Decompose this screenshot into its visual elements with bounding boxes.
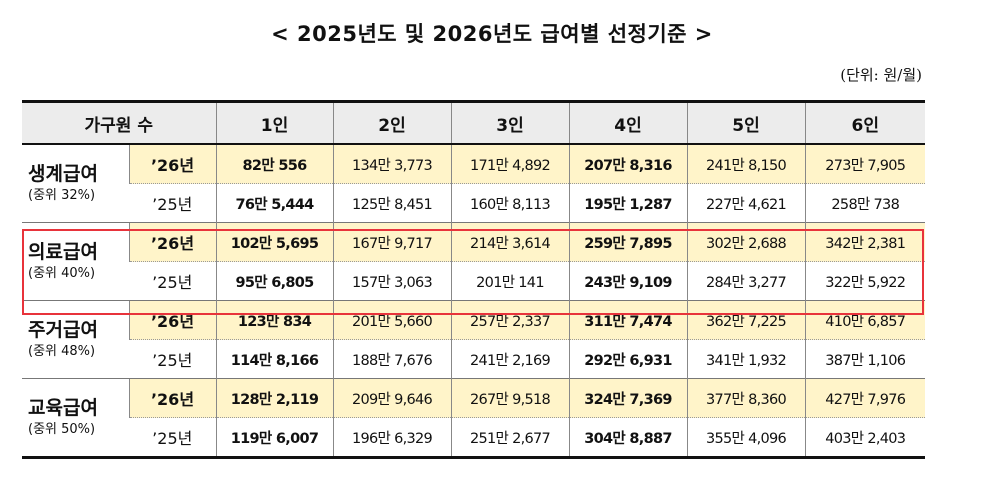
category-median: (중위 48%) [28, 344, 96, 359]
year-label: ’26년 [128, 144, 217, 184]
table-row: 의료급여 (중위 40%) ’26년 102만 5,695 167만 9,717… [22, 222, 926, 301]
value-cell: 292만 6,931 [568, 339, 688, 379]
value-cell: 123만 834 [215, 300, 334, 340]
value-cell: 167만 9,717 [332, 222, 452, 262]
value-cell: 196만 6,329 [332, 417, 452, 458]
value-cell: 82만 556 [215, 144, 334, 184]
year-label: ’25년 [129, 417, 217, 458]
value-cell: 243만 9,109 [568, 261, 688, 301]
value-cell: 201만 5,660 [332, 300, 452, 340]
value-cell: 341만 1,932 [686, 339, 806, 379]
value-cell: 259만 7,895 [568, 222, 688, 262]
category-cell: 주거급여 (중위 48%) [22, 300, 129, 379]
table-row: ’25년 114만 8,166 188만 7,676 241만 2,169 29… [22, 339, 926, 379]
year-label: ’25년 [129, 183, 217, 223]
header-3-person: 3인 [450, 101, 570, 145]
value-cell: 114만 8,166 [215, 339, 334, 379]
category-cell: 교육급여 (중위 50%) [22, 378, 129, 458]
table-row: 생계급여 (중위 32%) ’26년 82만 556 134만 3,773 17… [22, 144, 926, 203]
category-name: 생계급여 [28, 163, 98, 185]
value-cell: 251만 2,677 [450, 417, 570, 458]
category-cell: 의료급여 (중위 40%) [22, 222, 129, 301]
year-label: ’25년 [129, 261, 217, 301]
value-cell: 387만 1,106 [804, 339, 926, 379]
unit-note: (단위: 원/월) [840, 66, 922, 84]
value-cell: 342만 2,381 [804, 222, 926, 262]
value-cell: 119만 6,007 [215, 417, 334, 458]
header-4-person: 4인 [568, 101, 688, 145]
value-cell: 125만 8,451 [332, 183, 452, 223]
value-cell: 284만 3,277 [686, 261, 806, 301]
year-label: ’26년 [128, 378, 217, 418]
header-5-person: 5인 [686, 101, 806, 145]
category-name: 주거급여 [28, 319, 98, 341]
value-cell: 207만 8,316 [568, 144, 688, 184]
value-cell: 427만 7,976 [804, 378, 926, 418]
value-cell: 355만 4,096 [686, 417, 806, 458]
year-label: ’26년 [128, 222, 217, 262]
table-row: 교육급여 (중위 50%) ’26년 128만 2,119 209만 9,646… [22, 378, 926, 458]
value-cell: 128만 2,119 [215, 378, 334, 418]
header-6-person: 6인 [804, 101, 926, 145]
category-name: 의료급여 [28, 241, 98, 263]
header-2-person: 2인 [332, 101, 452, 145]
value-cell: 102만 5,695 [215, 222, 334, 262]
value-cell: 257만 2,337 [450, 300, 570, 340]
value-cell: 134만 3,773 [332, 144, 452, 184]
value-cell: 241만 8,150 [686, 144, 806, 184]
header-1-person: 1인 [215, 101, 334, 145]
table-row: ’25년 95만 6,805 157만 3,063 201만 141 243만 … [22, 261, 926, 301]
header-row: 가구원 수 1인 2인 3인 4인 5인 6인 [22, 101, 926, 145]
category-median: (중위 32%) [28, 188, 96, 203]
value-cell: 171만 4,892 [450, 144, 570, 184]
value-cell: 377만 8,360 [686, 378, 806, 418]
value-cell: 322만 5,922 [804, 261, 926, 301]
year-label: ’25년 [129, 339, 217, 379]
category-name: 교육급여 [28, 397, 98, 419]
category-median: (중위 50%) [28, 422, 96, 437]
value-cell: 311만 7,474 [568, 300, 688, 340]
value-cell: 324만 7,369 [568, 378, 688, 418]
value-cell: 227만 4,621 [686, 183, 806, 223]
category-median: (중위 40%) [28, 266, 96, 281]
table-row: ’25년 119만 6,007 196만 6,329 251만 2,677 30… [22, 417, 926, 458]
value-cell: 157만 3,063 [332, 261, 452, 301]
value-cell: 188만 7,676 [332, 339, 452, 379]
value-cell: 214만 3,614 [450, 222, 570, 262]
criteria-table: 가구원 수 1인 2인 3인 4인 5인 6인 생계급여 (중위 32%) ’2… [22, 100, 926, 459]
value-cell: 362만 7,225 [686, 300, 806, 340]
year-label: ’26년 [128, 300, 217, 340]
value-cell: 209만 9,646 [332, 378, 452, 418]
value-cell: 76만 5,444 [215, 183, 334, 223]
value-cell: 403만 2,403 [804, 417, 926, 458]
page-title: < 2025년도 및 2026년도 급여별 선정기준 > [271, 22, 713, 46]
value-cell: 258만 738 [804, 183, 926, 223]
value-cell: 160만 8,113 [450, 183, 570, 223]
value-cell: 410만 6,857 [804, 300, 926, 340]
table-row: ’25년 76만 5,444 125만 8,451 160만 8,113 195… [22, 183, 926, 223]
value-cell: 267만 9,518 [450, 378, 570, 418]
header-household-size: 가구원 수 [22, 101, 217, 145]
value-cell: 304만 8,887 [568, 417, 688, 458]
table-row: 주거급여 (중위 48%) ’26년 123만 834 201만 5,660 2… [22, 300, 926, 379]
value-cell: 95만 6,805 [215, 261, 334, 301]
value-cell: 273만 7,905 [804, 144, 926, 184]
value-cell: 241만 2,169 [450, 339, 570, 379]
category-cell: 생계급여 (중위 32%) [22, 144, 129, 223]
value-cell: 302만 2,688 [686, 222, 806, 262]
value-cell: 201만 141 [450, 261, 570, 301]
value-cell: 195만 1,287 [568, 183, 688, 223]
